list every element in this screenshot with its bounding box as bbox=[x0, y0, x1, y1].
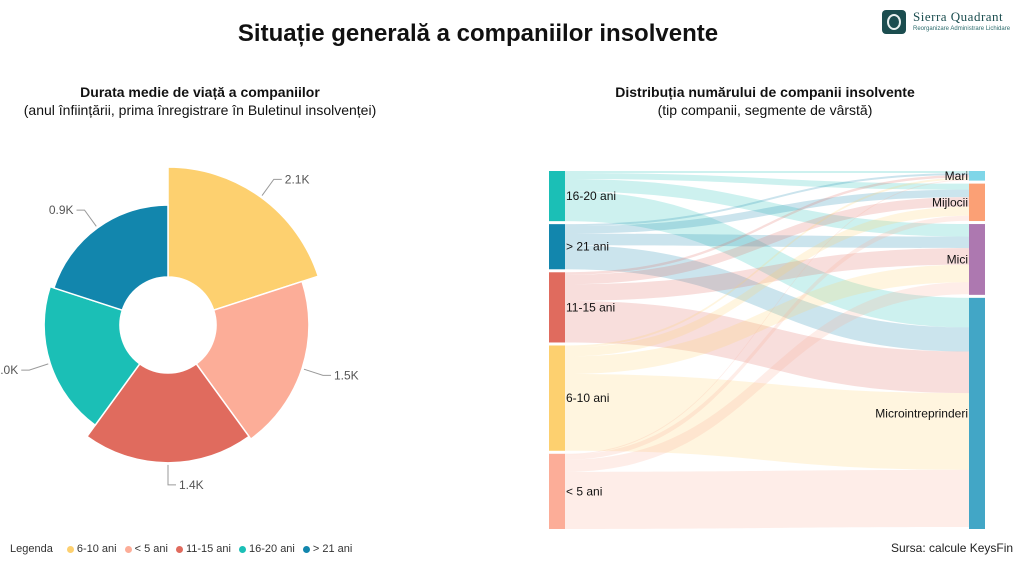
sankey-link bbox=[565, 245, 969, 352]
legend-item: 16-20 ani bbox=[239, 543, 295, 555]
logo-tagline: Reorganizare Administrare Lichidare bbox=[913, 26, 1011, 32]
rose-data-label: 0.9K bbox=[49, 203, 74, 217]
rose-slice bbox=[167, 166, 320, 312]
sankey-links bbox=[565, 171, 969, 529]
sankey-link bbox=[565, 206, 969, 357]
sankey-chart-title-block: Distribuția numărului de companii insolv… bbox=[565, 83, 965, 119]
legend-color-dot bbox=[302, 545, 310, 553]
source-note: Sursa: calcule KeysFin bbox=[891, 541, 1014, 555]
legend-item: 11-15 ani bbox=[175, 543, 231, 555]
sankey-source-node bbox=[549, 345, 565, 451]
legend-color-dot bbox=[175, 545, 183, 553]
rose-leader-line bbox=[76, 209, 97, 227]
sankey-link bbox=[565, 173, 969, 227]
sankey-link bbox=[565, 189, 969, 234]
sankey-source-label: 16-20 ani bbox=[566, 189, 616, 203]
logo-name: Sierra Quadrant bbox=[913, 9, 1004, 24]
legend-title: Legenda bbox=[10, 543, 53, 555]
sankey-target-label: Mijlocii bbox=[932, 195, 968, 209]
sankey-source-node bbox=[549, 453, 565, 529]
sankey-link bbox=[565, 469, 969, 529]
sankey-link bbox=[565, 248, 969, 301]
sankey-source-label: < 5 ani bbox=[566, 484, 602, 498]
rose-slice bbox=[195, 280, 310, 441]
sankey-target-node bbox=[969, 171, 985, 181]
sankey-source-node bbox=[549, 171, 565, 222]
rose-leader-line bbox=[303, 368, 331, 376]
sankey-target-label: Mari bbox=[945, 169, 968, 183]
sankey-link bbox=[565, 177, 969, 348]
sankey-link bbox=[565, 300, 969, 394]
sankey-link bbox=[565, 175, 969, 275]
rose-donut-chart: 2.1K 1.5K 1.4K 1.0K 0.9K bbox=[0, 166, 359, 492]
rose-chart-title: Durata medie de viață a companiilor bbox=[80, 84, 320, 100]
sankey-source-label: 6-10 ani bbox=[566, 391, 609, 405]
sankey-link bbox=[565, 179, 969, 455]
legend-label: < 5 ani bbox=[134, 543, 168, 555]
sankey-link bbox=[565, 233, 969, 249]
rose-data-label: 1.4K bbox=[179, 478, 204, 492]
legend-color-dot bbox=[66, 545, 74, 553]
page-title: Situație generală a companiilor insolven… bbox=[237, 20, 719, 47]
sankey-source-node bbox=[549, 224, 565, 270]
sankey-link bbox=[565, 374, 969, 470]
sankey-source-label: > 21 ani bbox=[566, 240, 609, 254]
sankey-chart-title: Distribuția numărului de companii insolv… bbox=[615, 84, 915, 100]
sankey-target-node bbox=[969, 224, 985, 295]
legend: Legenda 6-10 ani < 5 ani 11-15 ani 16-20 an… bbox=[10, 543, 360, 555]
rose-data-label: 1.5K bbox=[334, 368, 359, 382]
logo-icon bbox=[882, 10, 906, 34]
sankey-link bbox=[565, 173, 969, 190]
legend-color-dot bbox=[124, 545, 132, 553]
legend-label: > 21 ani bbox=[312, 543, 353, 555]
sankey-link bbox=[565, 264, 969, 375]
rose-data-label: 2.1K bbox=[285, 172, 310, 186]
legend-item: 6-10 ani bbox=[66, 543, 117, 555]
legend-item: < 5 ani bbox=[124, 543, 168, 555]
sankey-target-node bbox=[969, 183, 985, 222]
legend-color-dot bbox=[239, 545, 246, 553]
rose-data-label: 1.0K bbox=[0, 363, 18, 377]
rose-leader-line bbox=[261, 178, 282, 196]
sankey-chart: 16-20 ani > 21 ani 11-15 ani 6-10 ani < 5 an… bbox=[549, 169, 985, 529]
rose-leader-line bbox=[21, 363, 49, 371]
sankey-link bbox=[565, 191, 969, 328]
sankey-link bbox=[565, 179, 969, 237]
rose-leader-line bbox=[167, 464, 176, 486]
company-logo: Sierra Quadrant Reorganizare Administrar… bbox=[882, 8, 1022, 40]
legend-label: 16-20 ani bbox=[249, 543, 295, 555]
sankey-link bbox=[565, 197, 969, 285]
rose-chart-subtitle: (anul înființării, prima înregistrare în… bbox=[23, 102, 377, 118]
sankey-source-label: 11-15 ani bbox=[566, 300, 615, 314]
sankey-target-label: Microintreprinderi bbox=[875, 406, 968, 420]
rose-chart-title-block: Durata medie de viață a companiilor (anu… bbox=[0, 83, 400, 119]
sankey-source-node bbox=[549, 272, 565, 343]
rose-slice bbox=[43, 285, 141, 427]
sankey-target-label: Mici bbox=[947, 252, 968, 266]
rose-slice bbox=[52, 204, 169, 312]
sankey-link bbox=[565, 215, 969, 460]
rose-slice bbox=[85, 362, 251, 464]
legend-label: 6-10 ani bbox=[76, 543, 117, 555]
sankey-link bbox=[565, 171, 969, 174]
sankey-target-node bbox=[969, 297, 985, 529]
sankey-chart-subtitle: (tip companii, segmente de vârstă) bbox=[657, 102, 873, 118]
sankey-link bbox=[565, 282, 969, 472]
legend-label: 11-15 ani bbox=[185, 543, 231, 555]
legend-item: > 21 ani bbox=[302, 543, 353, 555]
